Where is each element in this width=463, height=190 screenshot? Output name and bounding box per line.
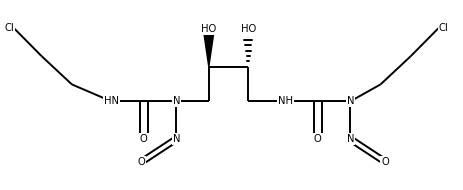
Text: N: N xyxy=(346,134,353,144)
Text: N: N xyxy=(346,96,353,106)
Text: O: O xyxy=(140,134,147,144)
Text: Cl: Cl xyxy=(4,23,14,33)
Text: N: N xyxy=(172,134,180,144)
Text: HO: HO xyxy=(240,24,255,34)
Text: N: N xyxy=(172,96,180,106)
Text: NH: NH xyxy=(277,96,292,106)
Text: HO: HO xyxy=(201,24,216,34)
Text: O: O xyxy=(138,157,145,167)
Text: Cl: Cl xyxy=(438,23,447,33)
Text: O: O xyxy=(313,134,321,144)
Text: O: O xyxy=(381,157,388,167)
Polygon shape xyxy=(203,29,214,67)
Text: HN: HN xyxy=(104,96,119,106)
